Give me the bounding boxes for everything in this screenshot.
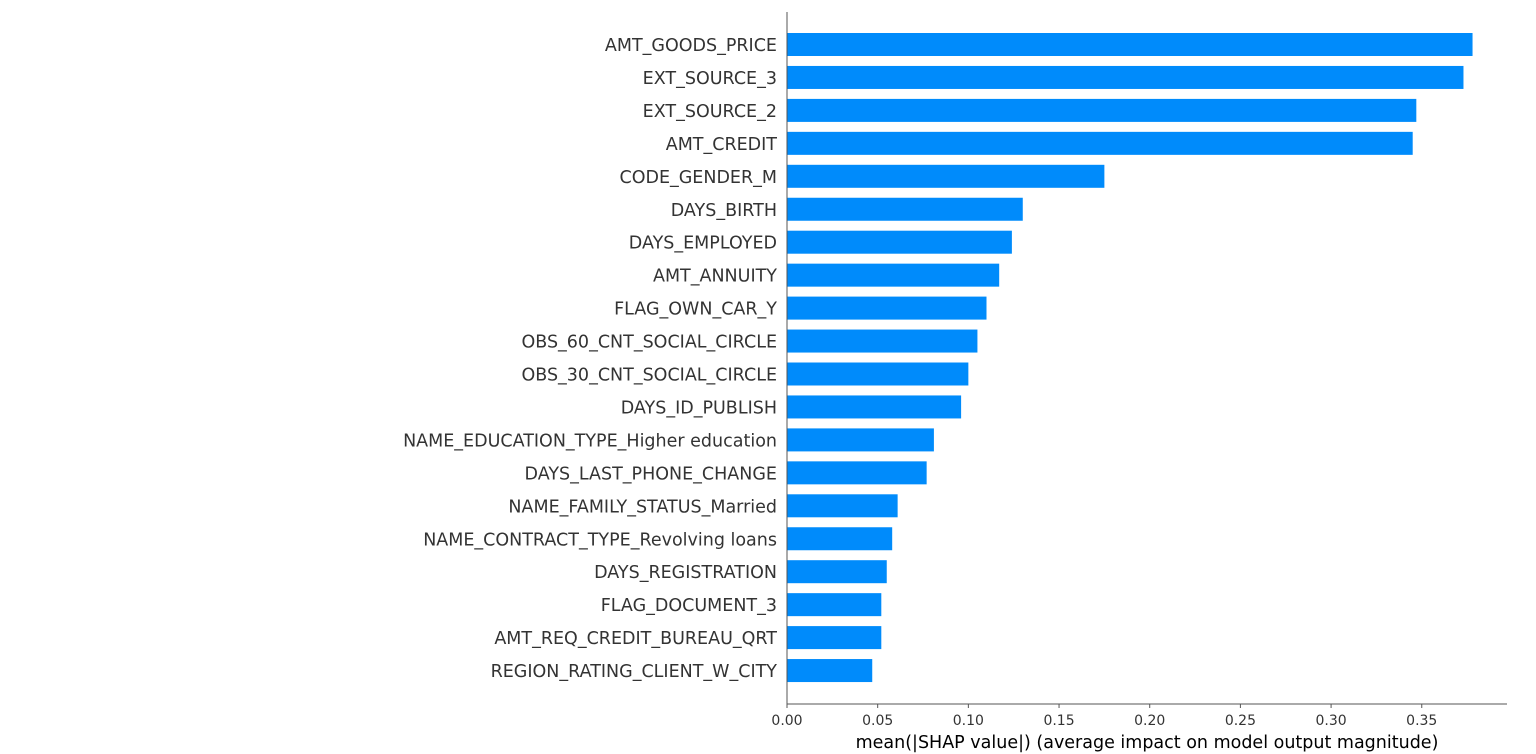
x-tick-label: 0.10 [953,713,984,729]
bar [787,263,1000,287]
feature-label: EXT_SOURCE_3 [643,69,777,89]
x-tick-label: 0.30 [1315,713,1346,729]
bar [787,461,927,485]
bar [787,296,987,320]
x-tick-label: 0.05 [862,713,893,729]
feature-label: NAME_CONTRACT_TYPE_Revolving loans [423,530,777,550]
bar [787,395,962,419]
feature-label: AMT_GOODS_PRICE [605,36,777,56]
bar [787,527,893,551]
x-tick-label: 0.15 [1043,713,1074,729]
bar [787,164,1105,188]
bar [787,230,1012,254]
feature-label: DAYS_LAST_PHONE_CHANGE [525,464,777,484]
feature-label: AMT_CREDIT [666,135,778,155]
feature-label: FLAG_OWN_CAR_Y [614,300,777,320]
feature-label: OBS_60_CNT_SOCIAL_CIRCLE [521,333,777,353]
bar [787,659,873,683]
feature-label: DAYS_ID_PUBLISH [621,398,777,418]
feature-label: NAME_EDUCATION_TYPE_Higher education [403,431,777,451]
x-axis-title: mean(|SHAP value|) (average impact on mo… [856,733,1439,753]
x-tick-label: 0.00 [771,713,802,729]
x-tick-label: 0.20 [1134,713,1165,729]
bar [787,197,1023,221]
feature-label: DAYS_EMPLOYED [629,234,777,254]
bar [787,626,882,650]
feature-label: DAYS_REGISTRATION [594,563,777,583]
bars-layer [787,33,1473,683]
feature-label: AMT_ANNUITY [653,267,777,287]
feature-label: CODE_GENDER_M [619,168,777,188]
feature-label: OBS_30_CNT_SOCIAL_CIRCLE [521,366,777,386]
feature-labels: AMT_GOODS_PRICE EXT_SOURCE_3 EXT_SOURCE_2 A… [403,36,777,682]
feature-label: AMT_REQ_CREDIT_BUREAU_QRT [494,629,777,649]
feature-label: EXT_SOURCE_2 [643,102,777,122]
bar [787,33,1473,56]
feature-label: REGION_RATING_CLIENT_W_CITY [491,662,778,682]
bar [787,65,1464,89]
feature-label: DAYS_BIRTH [671,201,777,221]
bar [787,560,887,584]
bar [787,494,898,518]
bar [787,593,882,617]
x-axis-ticks: 0.00 0.05 0.10 0.15 0.20 0.25 0.30 0.35 [771,704,1437,729]
x-tick-label: 0.35 [1406,713,1437,729]
x-tick-label: 0.25 [1225,713,1256,729]
feature-label: FLAG_DOCUMENT_3 [601,596,777,616]
bar [787,362,969,386]
bar [787,98,1417,122]
bar [787,329,978,353]
bar [787,131,1413,155]
bar [787,428,934,452]
feature-label: NAME_FAMILY_STATUS_Married [508,497,777,517]
